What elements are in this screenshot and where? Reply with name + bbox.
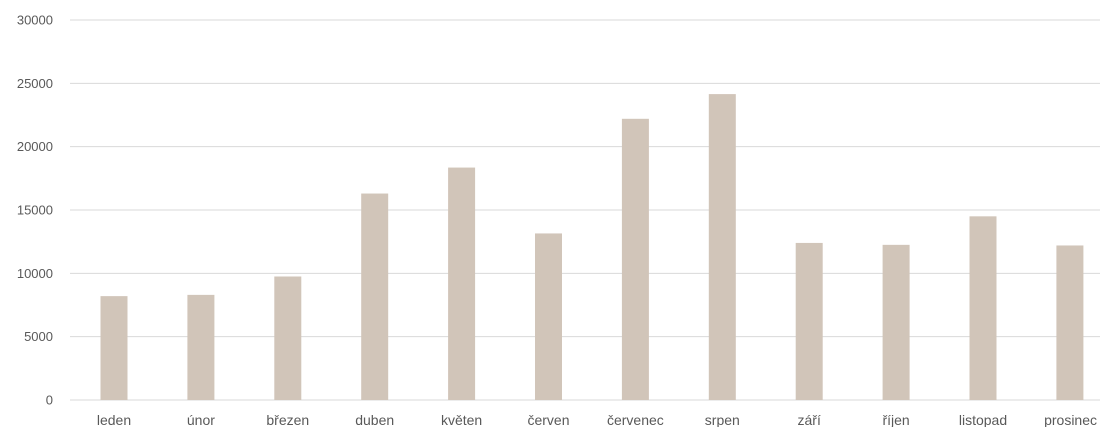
x-category-label: duben <box>355 412 394 427</box>
y-tick-label: 0 <box>46 393 53 408</box>
bar-5 <box>535 233 562 400</box>
x-category-label: prosinec <box>1044 412 1097 427</box>
y-tick-label: 15000 <box>17 203 53 218</box>
bar-3 <box>361 193 389 400</box>
bar-2 <box>274 276 302 400</box>
x-category-label: březen <box>266 412 309 427</box>
bar-8 <box>795 242 823 400</box>
y-axis-tick-labels: 0 5000 10000 15000 20000 25000 30000 <box>17 13 53 408</box>
bars <box>100 94 1084 401</box>
bar-4 <box>448 167 476 400</box>
y-tick-label: 30000 <box>17 13 53 28</box>
y-tick-label: 25000 <box>17 76 53 91</box>
bar-10 <box>969 216 997 400</box>
gridlines <box>70 19 1100 401</box>
y-tick-label: 10000 <box>17 266 53 281</box>
y-tick-label: 5000 <box>24 329 53 344</box>
bar-11 <box>1056 245 1084 400</box>
x-category-label: květen <box>441 412 482 427</box>
x-category-label: leden <box>97 412 131 427</box>
x-category-label: srpen <box>705 412 740 427</box>
bar-9 <box>882 244 910 400</box>
x-category-label: říjen <box>882 412 909 427</box>
bar-0 <box>100 296 128 400</box>
bar-6 <box>621 118 649 401</box>
x-category-label: červenec <box>607 412 664 427</box>
y-tick-label: 20000 <box>17 139 53 154</box>
x-category-label: září <box>798 412 821 427</box>
bar-1 <box>187 294 215 400</box>
x-category-label: červen <box>527 412 569 427</box>
bar-7 <box>708 94 736 400</box>
x-axis-category-labels: leden únor březen duben květen červen červenec… <box>97 412 1097 427</box>
x-category-label: únor <box>187 412 215 427</box>
x-category-label: listopad <box>959 412 1007 427</box>
